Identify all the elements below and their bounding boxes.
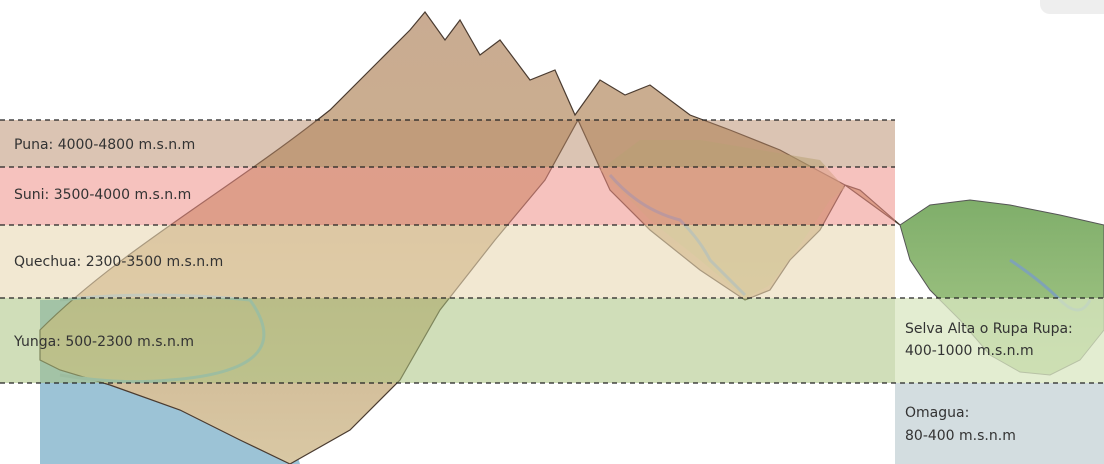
zone-band <box>0 225 895 298</box>
zone-band <box>895 383 1104 464</box>
zone-label: Puna: 4000-4800 m.s.n.m <box>14 137 195 153</box>
zone-band <box>0 298 895 383</box>
zone-label: 400-1000 m.s.n.m <box>905 343 1034 359</box>
zone-label: Selva Alta o Rupa Rupa: <box>905 321 1073 337</box>
zone-label: 80-400 m.s.n.m <box>905 428 1016 444</box>
zone-label: Suni: 3500-4000 m.s.n.m <box>14 187 191 203</box>
zone-band <box>0 167 895 225</box>
zone-label: Yunga: 500-2300 m.s.n.m <box>13 334 194 350</box>
zone-label: Omagua: <box>905 405 969 421</box>
zone-band <box>895 298 1104 383</box>
zone-label: Quechua: 2300-3500 m.s.n.m <box>14 254 223 270</box>
corner-tab <box>1040 0 1104 14</box>
zone-band <box>0 120 895 167</box>
